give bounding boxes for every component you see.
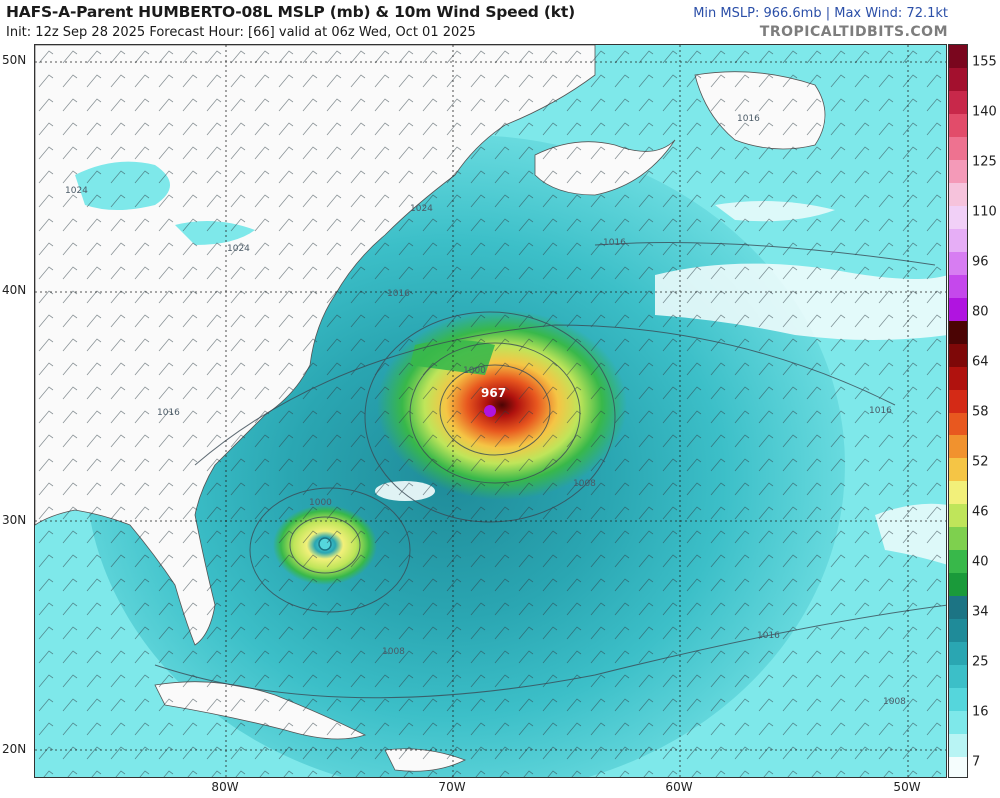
colorbar-segment bbox=[949, 526, 967, 551]
colorbar-segment bbox=[949, 434, 967, 459]
isobar-label: 1008 bbox=[883, 697, 906, 707]
colorbar-segment bbox=[949, 618, 967, 642]
site-watermark: TROPICALTIDBITS.COM bbox=[759, 24, 948, 40]
colorbar-label: 34 bbox=[972, 604, 989, 620]
isobar-labels: 1024 1024 1024 1016 1016 1016 1016 1016 … bbox=[65, 114, 906, 707]
colorbar-segment bbox=[949, 136, 967, 161]
lon-label-80w: 80W bbox=[211, 780, 239, 794]
colorbar-segment bbox=[949, 297, 967, 321]
colorbar-label: 7 bbox=[972, 754, 981, 770]
colorbar-segment bbox=[949, 182, 967, 207]
colorbar-segment bbox=[949, 503, 967, 528]
colorbar-segment bbox=[949, 343, 967, 367]
colorbar-segment bbox=[949, 412, 967, 436]
colorbar-label: 110 bbox=[972, 204, 997, 220]
colorbar-segment bbox=[949, 480, 967, 505]
wind-map-canvas: 967 1024 1024 1024 1016 1016 1016 1016 1… bbox=[35, 45, 946, 777]
isobar-label: 1024 bbox=[410, 204, 433, 214]
min-pressure-label: 967 bbox=[481, 386, 506, 400]
wind-speed-colorbar bbox=[948, 44, 968, 778]
isobar-label: 1024 bbox=[65, 186, 88, 196]
storm-stats: Min MSLP: 966.6mb | Max Wind: 72.1kt bbox=[693, 6, 948, 21]
colorbar-segment bbox=[949, 457, 967, 482]
colorbar-segment bbox=[949, 710, 967, 734]
lat-label-30n: 30N bbox=[2, 513, 27, 527]
colorbar-label: 64 bbox=[972, 354, 989, 370]
colorbar-segment bbox=[949, 549, 967, 574]
colorbar-segment bbox=[949, 320, 967, 344]
colorbar-segment bbox=[949, 733, 967, 757]
colorbar-segment bbox=[949, 251, 967, 275]
colorbar-label: 25 bbox=[972, 654, 989, 670]
isobar-label: 1016 bbox=[869, 406, 892, 416]
lon-label-50w: 50W bbox=[893, 780, 921, 794]
colorbar-segment bbox=[949, 756, 967, 777]
colorbar-segment bbox=[949, 228, 967, 252]
isobar-label: 1008 bbox=[573, 479, 596, 489]
colorbar-segment bbox=[949, 45, 967, 69]
colorbar-label: 58 bbox=[972, 404, 989, 420]
colorbar-segment bbox=[949, 205, 967, 229]
colorbar-segment bbox=[949, 274, 967, 298]
colorbar-segment bbox=[949, 366, 967, 390]
colorbar-segment bbox=[949, 641, 967, 665]
isobar-label: 1016 bbox=[157, 408, 180, 418]
colorbar-segment bbox=[949, 572, 967, 596]
isobar-label: 1000 bbox=[309, 498, 332, 508]
colorbar-segment bbox=[949, 67, 967, 92]
colorbar-label: 40 bbox=[972, 554, 989, 570]
isobar-label: 1016 bbox=[757, 631, 780, 641]
colorbar-segment bbox=[949, 389, 967, 413]
lat-label-40n: 40N bbox=[2, 283, 27, 297]
lon-label-70w: 70W bbox=[438, 780, 466, 794]
colorbar-label: 46 bbox=[972, 504, 989, 520]
isobar-label: 1008 bbox=[382, 647, 405, 657]
isobar-label: 1016 bbox=[737, 114, 760, 124]
graticule bbox=[35, 45, 946, 777]
colorbar-label: 52 bbox=[972, 454, 989, 470]
forecast-info: Init: 12z Sep 28 2025 Forecast Hour: [66… bbox=[6, 25, 476, 40]
colorbar-segment bbox=[949, 159, 967, 184]
colorbar-segment bbox=[949, 595, 967, 619]
lat-label-20n: 20N bbox=[2, 742, 27, 756]
chart-title: HAFS-A-Parent HUMBERTO-08L MSLP (mb) & 1… bbox=[6, 3, 575, 21]
isobar-label: 1024 bbox=[227, 244, 250, 254]
colorbar-segment bbox=[949, 664, 967, 688]
colorbar-label: 155 bbox=[972, 54, 997, 70]
colorbar-label: 125 bbox=[972, 154, 997, 170]
colorbar-label: 96 bbox=[972, 254, 989, 270]
lat-label-50n: 50N bbox=[2, 53, 27, 67]
wind-barbs bbox=[35, 45, 946, 777]
isobar-label: 1000 bbox=[463, 366, 486, 376]
isobars bbox=[154, 242, 946, 699]
wind-map[interactable]: 967 1024 1024 1024 1016 1016 1016 1016 1… bbox=[34, 44, 947, 778]
colorbar-label: 16 bbox=[972, 704, 989, 720]
colorbar-segment bbox=[949, 113, 967, 138]
colorbar-segment bbox=[949, 90, 967, 115]
isobar-label: 1016 bbox=[387, 289, 410, 299]
colorbar-label: 80 bbox=[972, 304, 989, 320]
colorbar-label: 140 bbox=[972, 104, 997, 120]
colorbar-segment bbox=[949, 687, 967, 711]
lon-label-60w: 60W bbox=[665, 780, 693, 794]
isobar-label: 1016 bbox=[603, 238, 626, 248]
